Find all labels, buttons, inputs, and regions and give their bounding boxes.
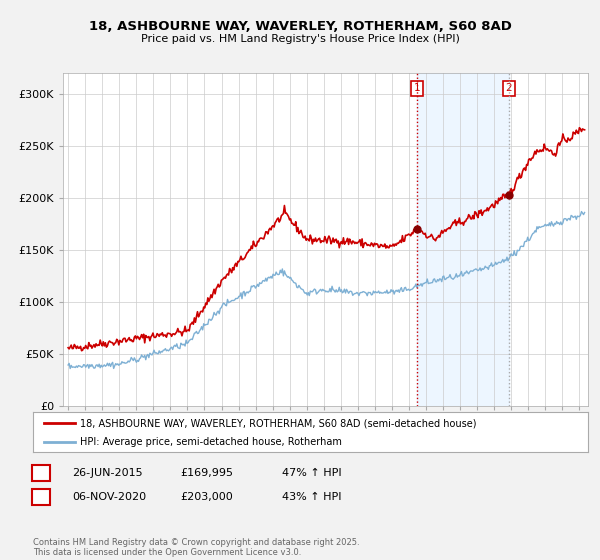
Text: 43% ↑ HPI: 43% ↑ HPI xyxy=(282,492,341,502)
Text: 2: 2 xyxy=(38,492,45,502)
Text: 06-NOV-2020: 06-NOV-2020 xyxy=(72,492,146,502)
Text: HPI: Average price, semi-detached house, Rotherham: HPI: Average price, semi-detached house,… xyxy=(80,437,342,447)
Text: 18, ASHBOURNE WAY, WAVERLEY, ROTHERHAM, S60 8AD: 18, ASHBOURNE WAY, WAVERLEY, ROTHERHAM, … xyxy=(89,20,511,32)
Text: 1: 1 xyxy=(38,468,45,478)
Bar xyxy=(418,73,509,406)
Text: Contains HM Land Registry data © Crown copyright and database right 2025.
This d: Contains HM Land Registry data © Crown c… xyxy=(33,538,359,557)
Text: 18, ASHBOURNE WAY, WAVERLEY, ROTHERHAM, S60 8AD (semi-detached house): 18, ASHBOURNE WAY, WAVERLEY, ROTHERHAM, … xyxy=(80,418,476,428)
Text: 1: 1 xyxy=(414,83,421,94)
Text: Price paid vs. HM Land Registry's House Price Index (HPI): Price paid vs. HM Land Registry's House … xyxy=(140,34,460,44)
Text: £203,000: £203,000 xyxy=(180,492,233,502)
Text: £169,995: £169,995 xyxy=(180,468,233,478)
Text: 47% ↑ HPI: 47% ↑ HPI xyxy=(282,468,341,478)
Text: 2: 2 xyxy=(505,83,512,94)
Text: 26-JUN-2015: 26-JUN-2015 xyxy=(72,468,143,478)
